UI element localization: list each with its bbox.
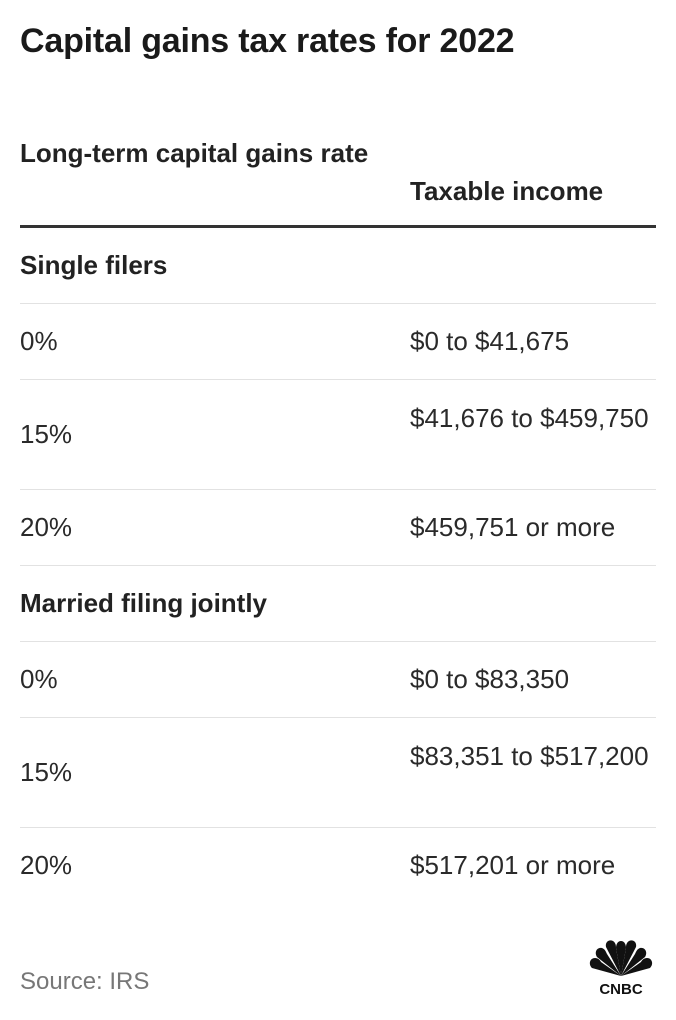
page-title: Capital gains tax rates for 2022	[20, 22, 515, 60]
income-cell: $459,751 or more	[410, 512, 616, 542]
section-row-married-filing-jointly: Married filing jointly	[20, 566, 656, 642]
table-row: 20% $459,751 or more	[20, 490, 656, 566]
rate-cell: 0%	[20, 664, 58, 694]
section-row-single-filers: Single filers	[20, 228, 656, 304]
rate-cell: 20%	[20, 850, 73, 880]
income-cell: $83,351 to $517,200	[410, 741, 649, 771]
column-header-income: Taxable income	[410, 176, 604, 206]
rate-cell: 20%	[20, 512, 73, 542]
rate-cell: 0%	[20, 326, 58, 356]
income-cell: $0 to $41,675	[410, 326, 570, 356]
rate-cell: 15%	[20, 419, 73, 449]
income-cell: $517,201 or more	[410, 850, 616, 880]
rate-cell: 15%	[20, 757, 73, 787]
table-row: 15% $41,676 to $459,750	[20, 380, 656, 490]
income-cell: $0 to $83,350	[410, 664, 570, 694]
source-note: Source: IRS	[20, 968, 150, 995]
column-header-rate: Long-term capital gains rate	[20, 138, 369, 168]
table-row: 15% $83,351 to $517,200	[20, 718, 656, 828]
cnbc-peacock-logo-icon: CNBC	[589, 940, 653, 996]
section-label: Married filing jointly	[20, 588, 268, 618]
income-cell: $41,676 to $459,750	[410, 403, 649, 433]
logo-text: CNBC	[599, 981, 642, 996]
table-row: 20% $517,201 or more	[20, 828, 656, 904]
table-header: Long-term capital gains rate Taxable inc…	[20, 134, 656, 228]
section-label: Single filers	[20, 250, 168, 280]
table-row: 0% $0 to $41,675	[20, 304, 656, 380]
table-row: 0% $0 to $83,350	[20, 642, 656, 718]
